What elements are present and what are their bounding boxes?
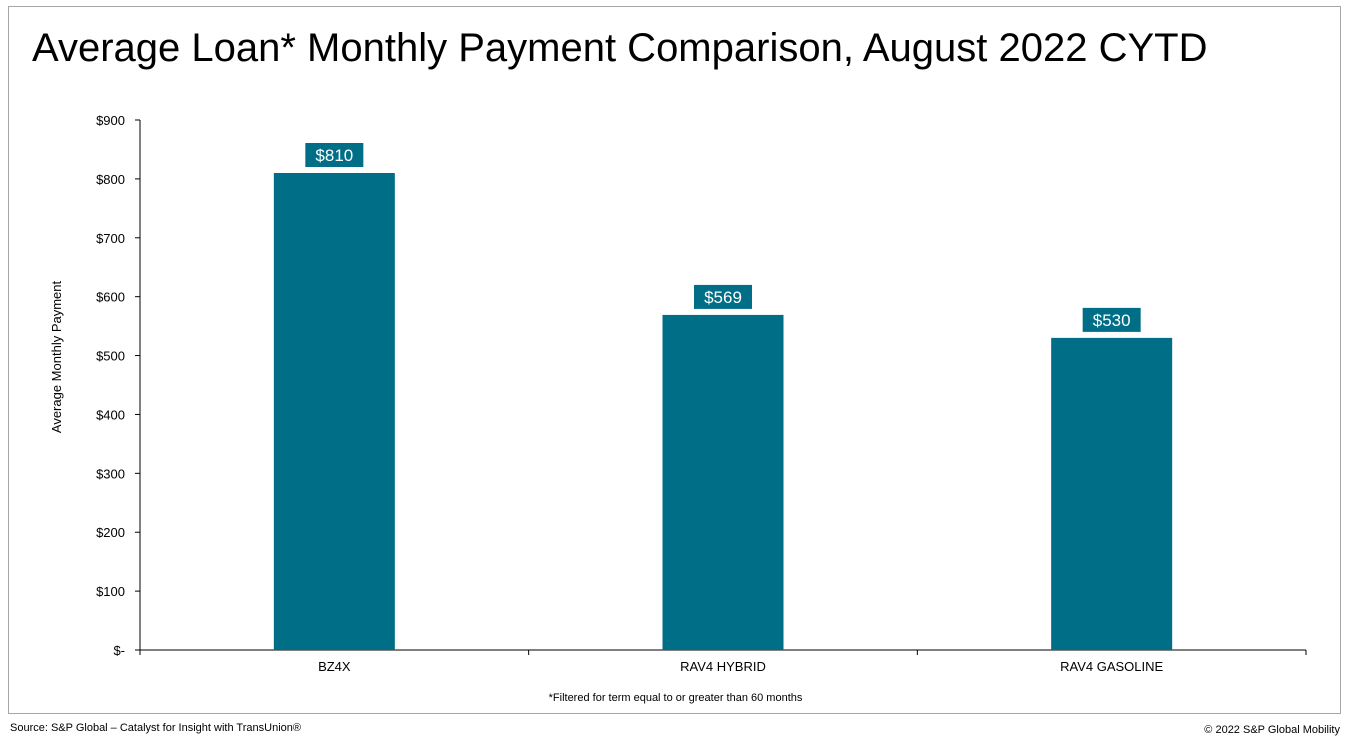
x-tick-label: RAV4 HYBRID xyxy=(680,659,766,674)
y-tick-label: $800 xyxy=(96,172,125,187)
data-label-box xyxy=(305,143,364,167)
bars-group: $810 $569 $530 xyxy=(273,143,1173,650)
x-tick-label: BZ4X xyxy=(318,659,351,674)
copyright-note: © 2022 S&P Global Mobility xyxy=(1204,724,1340,736)
y-axis-ticks: $- $100 $200 $300 $400 $500 $600 $700 $800 $900 xyxy=(96,113,140,658)
footnote: *Filtered for term equal to or greater t… xyxy=(548,692,803,704)
chart-frame xyxy=(8,6,1341,714)
x-axis: BZ4X RAV4 HYBRID RAV4 GASOLINE xyxy=(139,649,1307,674)
y-tick-label: $400 xyxy=(96,407,125,422)
data-label: $569 xyxy=(704,288,742,307)
bar xyxy=(662,314,784,650)
data-label: $810 xyxy=(315,146,353,165)
bar xyxy=(1051,337,1173,650)
data-label-box xyxy=(694,284,752,309)
y-tick-label: $300 xyxy=(96,466,125,481)
y-tick-label: $600 xyxy=(96,290,125,305)
y-tick-label: $- xyxy=(113,643,125,658)
data-label: $530 xyxy=(1093,311,1131,330)
y-tick-label: $500 xyxy=(96,349,125,364)
bar xyxy=(273,173,395,650)
y-tick-label: $900 xyxy=(96,113,125,128)
source-note: Source: S&P Global – Catalyst for Insigh… xyxy=(10,722,301,734)
chart-title: Average Loan* Monthly Payment Comparison… xyxy=(32,26,1208,70)
y-axis: $- $100 $200 $300 $400 $500 $600 $700 $800 $900 A… xyxy=(49,113,141,658)
x-tick-label: RAV4 GASOLINE xyxy=(1060,659,1163,674)
x-axis-ticks: BZ4X RAV4 HYBRID RAV4 GASOLINE xyxy=(139,650,1307,674)
y-tick-label: $700 xyxy=(96,231,125,246)
y-tick-label: $200 xyxy=(96,525,125,540)
y-tick-label: $100 xyxy=(96,584,125,599)
y-axis-title: Average Monthly Payment xyxy=(49,280,64,433)
data-label-box xyxy=(1082,307,1141,332)
